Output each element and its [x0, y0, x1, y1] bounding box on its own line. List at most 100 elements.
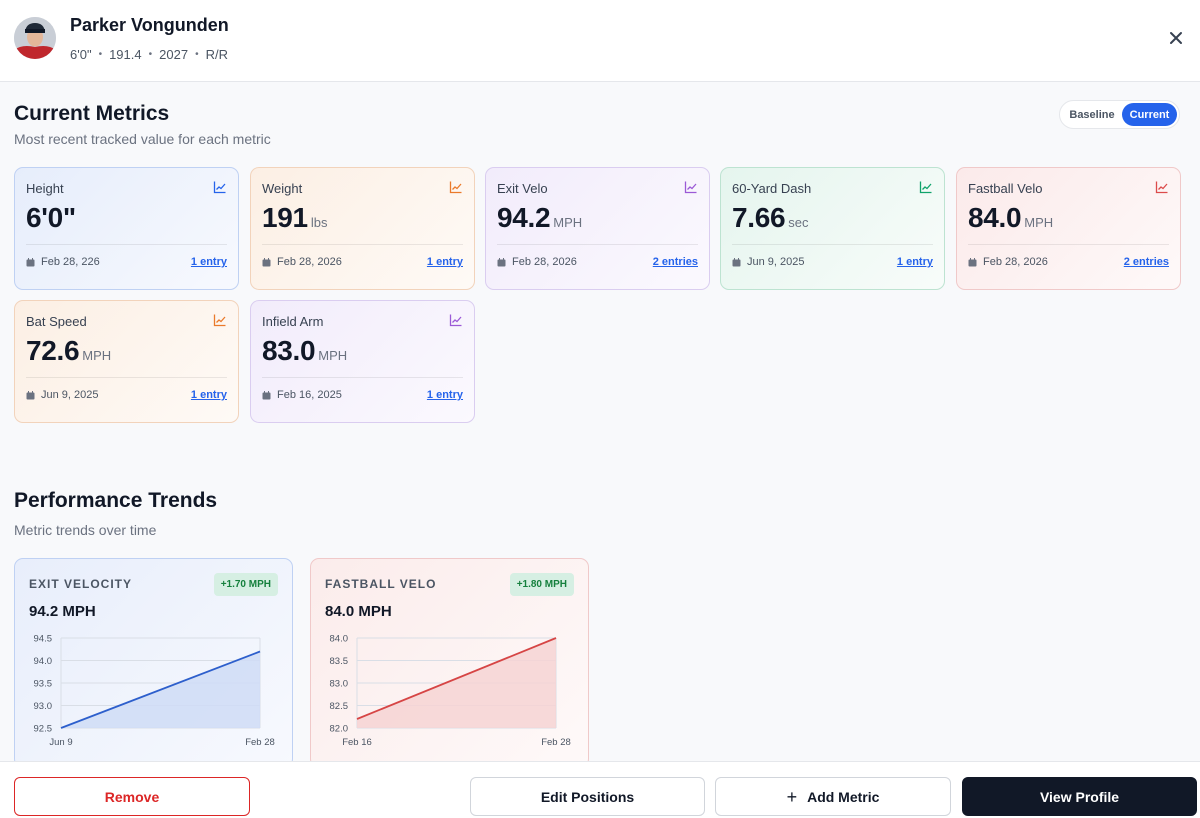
metric-value: 191 lbs [262, 202, 328, 233]
trend-chart-icon[interactable] [213, 313, 227, 327]
series-line [60, 650, 261, 729]
calendar-icon [968, 257, 977, 266]
y-tick-label: 93.0 [34, 701, 53, 712]
y-tick-label: 82.0 [330, 724, 349, 735]
series-line [356, 637, 557, 720]
x-tick-label: Feb 28 [245, 737, 275, 748]
player-class-year: 2027 [159, 47, 189, 62]
player-height: 6'0" [70, 47, 92, 62]
trend-chart-icon[interactable] [449, 313, 463, 327]
x-tick-label: Jun 9 [49, 737, 72, 748]
divider [26, 377, 227, 378]
series-area [357, 638, 556, 728]
metric-entries-link[interactable]: 2 entries [1123, 256, 1169, 268]
metric-entries-link[interactable]: 1 entry [426, 389, 463, 401]
calendar-icon [497, 257, 506, 266]
x-tick-label: Feb 16 [342, 737, 372, 748]
modal-header: Parker Vongunden 6'0" • 191.4 • 2027 • R… [0, 0, 1200, 82]
metric-label: Infield Arm [262, 314, 324, 329]
current-metrics-title: Current Metrics [14, 102, 170, 125]
metric-label: Bat Speed [26, 314, 87, 329]
metric-date: Feb 28, 226 [26, 256, 100, 268]
y-tick-label: 82.5 [330, 701, 349, 712]
trend-chart: 84.0 83.5 83.0 82.5 82.0 Feb 16 Feb 28 [330, 634, 571, 749]
metric-card-fastball-velo: Fastball Velo 84.0 MPH Feb 28, 2026 2 ent… [956, 167, 1181, 290]
metric-entries-link[interactable]: 2 entries [652, 256, 698, 268]
player-weight: 191.4 [109, 47, 142, 62]
edit-positions-button[interactable]: Edit Positions [470, 777, 705, 816]
plus-icon: + [786, 786, 798, 807]
divider [26, 244, 227, 245]
y-tick-label: 83.0 [330, 679, 349, 690]
metric-card-infield-arm: Infield Arm 83.0 MPH Feb 16, 2025 1 entry [250, 300, 475, 423]
metric-value: 6'0" [26, 202, 76, 233]
metric-card-height: Height 6'0" Feb 28, 226 1 entry [14, 167, 239, 290]
metric-label: Fastball Velo [968, 181, 1043, 196]
divider [262, 377, 463, 378]
y-tick-label: 92.5 [34, 724, 53, 735]
metric-entries-link[interactable]: 1 entry [190, 256, 227, 268]
metric-date: Jun 9, 2025 [26, 389, 99, 401]
divider [968, 244, 1169, 245]
metric-entries-link[interactable]: 1 entry [426, 256, 463, 268]
divider [732, 244, 933, 245]
view-profile-button[interactable]: View Profile [962, 777, 1197, 816]
metric-entries-link[interactable]: 1 entry [896, 256, 933, 268]
metric-label: Height [26, 181, 64, 196]
divider [262, 244, 463, 245]
add-metric-label: Add Metric [807, 788, 880, 805]
performance-trends-title: Performance Trends [14, 489, 218, 512]
player-bats-throws: R/R [205, 47, 228, 62]
y-tick-label: 93.5 [34, 679, 53, 690]
add-metric-button[interactable]: + Add Metric [715, 777, 951, 816]
trend-card-fastball-velo: FASTBALL VELO +1.80 MPH 84.0 MPH 84.0 83.… [310, 558, 589, 768]
close-button[interactable] [1164, 26, 1188, 50]
y-tick-label: 83.5 [330, 656, 349, 667]
trend-card-exit-velocity: EXIT VELOCITY +1.70 MPH 94.2 MPH 94.5 94.… [14, 558, 293, 768]
trend-chart-icon[interactable] [449, 180, 463, 194]
trend-chart-icon[interactable] [1155, 180, 1169, 194]
trend-chart-icon[interactable] [919, 180, 933, 194]
calendar-icon [262, 257, 271, 266]
trend-change-badge: +1.80 MPH [509, 573, 574, 596]
current-metrics-subtitle: Most recent tracked value for each metri… [14, 131, 271, 147]
separator-dot: • [195, 49, 199, 60]
player-meta: 6'0" • 191.4 • 2027 • R/R [70, 47, 228, 62]
metric-date: Feb 16, 2025 [262, 389, 342, 401]
separator-dot: • [98, 49, 103, 60]
trend-change-badge: +1.70 MPH [213, 573, 278, 596]
metric-card-exit-velo: Exit Velo 94.2 MPH Feb 28, 2026 2 entries [485, 167, 710, 290]
trend-chart-icon[interactable] [213, 180, 227, 194]
metric-date: Feb 28, 2026 [968, 256, 1048, 268]
metric-value: 94.2 MPH [497, 202, 583, 233]
performance-trends-subtitle: Metric trends over time [14, 522, 157, 538]
x-tick-label: Feb 28 [541, 737, 571, 748]
calendar-icon [732, 257, 741, 266]
divider [497, 244, 698, 245]
metric-label: 60-Yard Dash [732, 181, 812, 196]
metric-date: Jun 9, 2025 [732, 256, 805, 268]
y-tick-label: 84.0 [330, 634, 349, 645]
metric-value: 7.66 sec [732, 202, 809, 233]
toggle-baseline[interactable]: Baseline [1069, 108, 1115, 121]
trend-chart-icon[interactable] [684, 180, 698, 194]
trend-title: EXIT VELOCITY [29, 577, 133, 591]
y-tick-label: 94.5 [34, 634, 53, 645]
y-tick-label: 94.0 [34, 656, 53, 667]
avatar [14, 17, 56, 59]
metric-value: 72.6 MPH [26, 335, 112, 366]
trend-value: 84.0 MPH [325, 603, 392, 620]
metric-entries-link[interactable]: 1 entry [190, 389, 227, 401]
metric-label: Weight [262, 181, 303, 196]
metric-card-weight: Weight 191 lbs Feb 28, 2026 1 entry [250, 167, 475, 290]
toggle-current[interactable]: Current [1122, 103, 1177, 126]
metric-card-bat-speed: Bat Speed 72.6 MPH Jun 9, 2025 1 entry [14, 300, 239, 423]
metric-card-60-yard-dash: 60-Yard Dash 7.66 sec Jun 9, 2025 1 entry [720, 167, 945, 290]
trend-chart: 94.5 94.0 93.5 93.0 92.5 Jun 9 Feb 28 [34, 634, 275, 749]
metric-date: Feb 28, 2026 [497, 256, 577, 268]
separator-dot: • [148, 49, 153, 60]
metric-value: 84.0 MPH [968, 202, 1054, 233]
calendar-icon [26, 390, 35, 399]
remove-button[interactable]: Remove [14, 777, 250, 816]
metric-date: Feb 28, 2026 [262, 256, 342, 268]
